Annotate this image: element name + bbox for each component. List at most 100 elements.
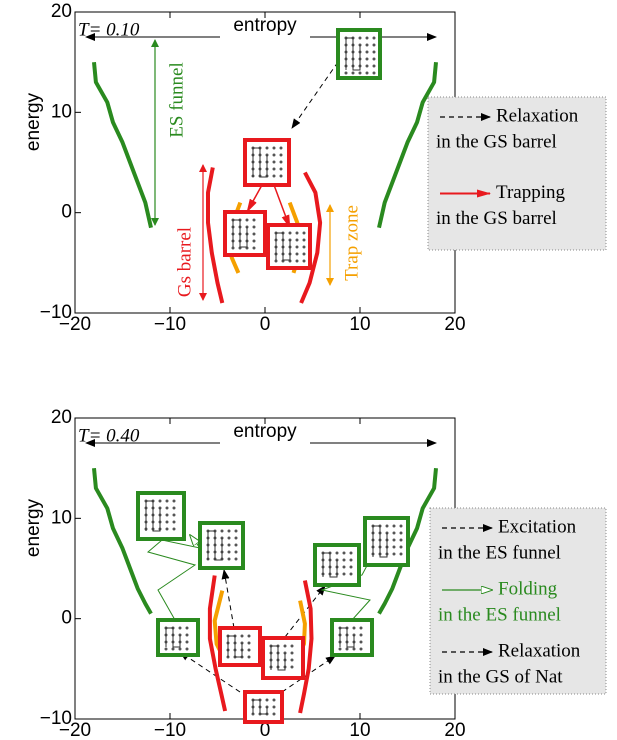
legend-text: Excitation — [498, 516, 577, 537]
curve — [207, 575, 314, 714]
icon-dot — [290, 665, 294, 669]
icon-dot — [274, 259, 278, 263]
icon-dot — [295, 245, 299, 249]
x-tick-label: 0 — [260, 720, 271, 740]
icon-chain — [252, 699, 268, 715]
icon-dot — [272, 712, 276, 716]
icon-chain — [207, 530, 223, 561]
icon-dot — [227, 557, 231, 561]
y-tick-label: 0 — [61, 202, 72, 223]
icon-dot — [342, 565, 346, 569]
lattice-icon — [330, 618, 374, 657]
arrow — [179, 651, 241, 693]
icon-dot — [358, 71, 362, 75]
icon-dot — [172, 527, 176, 531]
icon-dot — [288, 231, 292, 235]
icon-dot — [279, 153, 283, 157]
icon-dot — [342, 558, 346, 562]
lattice-icon — [261, 636, 305, 680]
x-axis-label: entropy — [233, 421, 297, 442]
icon-dot — [247, 648, 251, 652]
legend-text: Folding — [498, 578, 558, 599]
icon-dot — [302, 252, 306, 256]
icon-dot — [342, 551, 346, 555]
icon-dot — [234, 543, 238, 547]
legend-box — [429, 507, 607, 695]
y-tick-label: −10 — [40, 302, 72, 323]
icon-dot — [165, 520, 169, 524]
icon-dot — [227, 536, 231, 540]
icon-dot — [265, 146, 269, 150]
icon-dot — [165, 499, 169, 503]
icon-dot — [178, 647, 182, 651]
y-tick-label: 10 — [51, 101, 72, 122]
icon-dot — [352, 626, 356, 630]
icon-dot — [272, 698, 276, 702]
icon-dot — [365, 43, 369, 47]
lattice-icon — [243, 690, 284, 724]
icon-dot — [272, 153, 276, 157]
icon-dot — [302, 238, 306, 242]
icon-dot — [345, 647, 349, 651]
icon-dot — [392, 552, 396, 556]
icon-dot — [295, 252, 299, 256]
icon-dot — [385, 524, 389, 528]
entropy-label-bg — [220, 431, 310, 453]
icon-dot — [165, 513, 169, 517]
icon-chain — [270, 645, 286, 671]
icon-dot — [365, 71, 369, 75]
lattice-icon — [266, 223, 312, 270]
y-tick-label: 20 — [51, 1, 72, 22]
icon-chain — [322, 552, 338, 578]
arrow — [246, 184, 263, 213]
arrow — [146, 535, 202, 621]
icon-dot — [399, 531, 403, 535]
icon-dot — [359, 640, 363, 644]
icon-dot — [272, 167, 276, 171]
lattice-icon — [313, 543, 361, 587]
icon-dot — [171, 647, 175, 651]
icon-dot — [279, 167, 283, 171]
icon-dot — [240, 634, 244, 638]
icon-dot — [295, 238, 299, 242]
icon-dot — [265, 698, 269, 702]
icon-dot — [372, 64, 376, 68]
icon-dot — [172, 506, 176, 510]
lattice-icon — [156, 618, 200, 657]
icon-chain — [372, 525, 388, 558]
icon-dot — [220, 529, 224, 533]
icon-dot — [392, 531, 396, 535]
y-axis-label: energy — [23, 92, 44, 151]
icon-dot — [165, 527, 169, 531]
icon-dot — [234, 536, 238, 540]
icon-dot — [227, 529, 231, 533]
icon-dot — [252, 239, 256, 243]
icon-dot — [349, 572, 353, 576]
legend-box — [427, 96, 607, 251]
arrow — [291, 61, 339, 129]
y-tick-label: 20 — [51, 407, 72, 428]
x-tick-label: −10 — [154, 314, 186, 335]
icon-dot — [349, 565, 353, 569]
icon-dot — [338, 647, 342, 651]
icon-dot — [372, 57, 376, 61]
icon-dot — [272, 160, 276, 164]
curve — [206, 167, 323, 304]
icon-dot — [227, 543, 231, 547]
icon-dot — [302, 259, 306, 263]
icon-chain — [232, 219, 248, 248]
icon-dot — [290, 658, 294, 662]
icon-dot — [247, 634, 251, 638]
lattice-icon — [363, 516, 410, 567]
lattice-icon — [336, 28, 382, 80]
icon-dot — [279, 160, 283, 164]
icon-dot — [272, 174, 276, 178]
icon-dot — [252, 218, 256, 222]
legend-text: in the GS barrel — [436, 131, 557, 152]
lattice-icons — [136, 28, 410, 724]
x-tick-label: 0 — [260, 314, 271, 335]
arrow — [221, 569, 235, 629]
